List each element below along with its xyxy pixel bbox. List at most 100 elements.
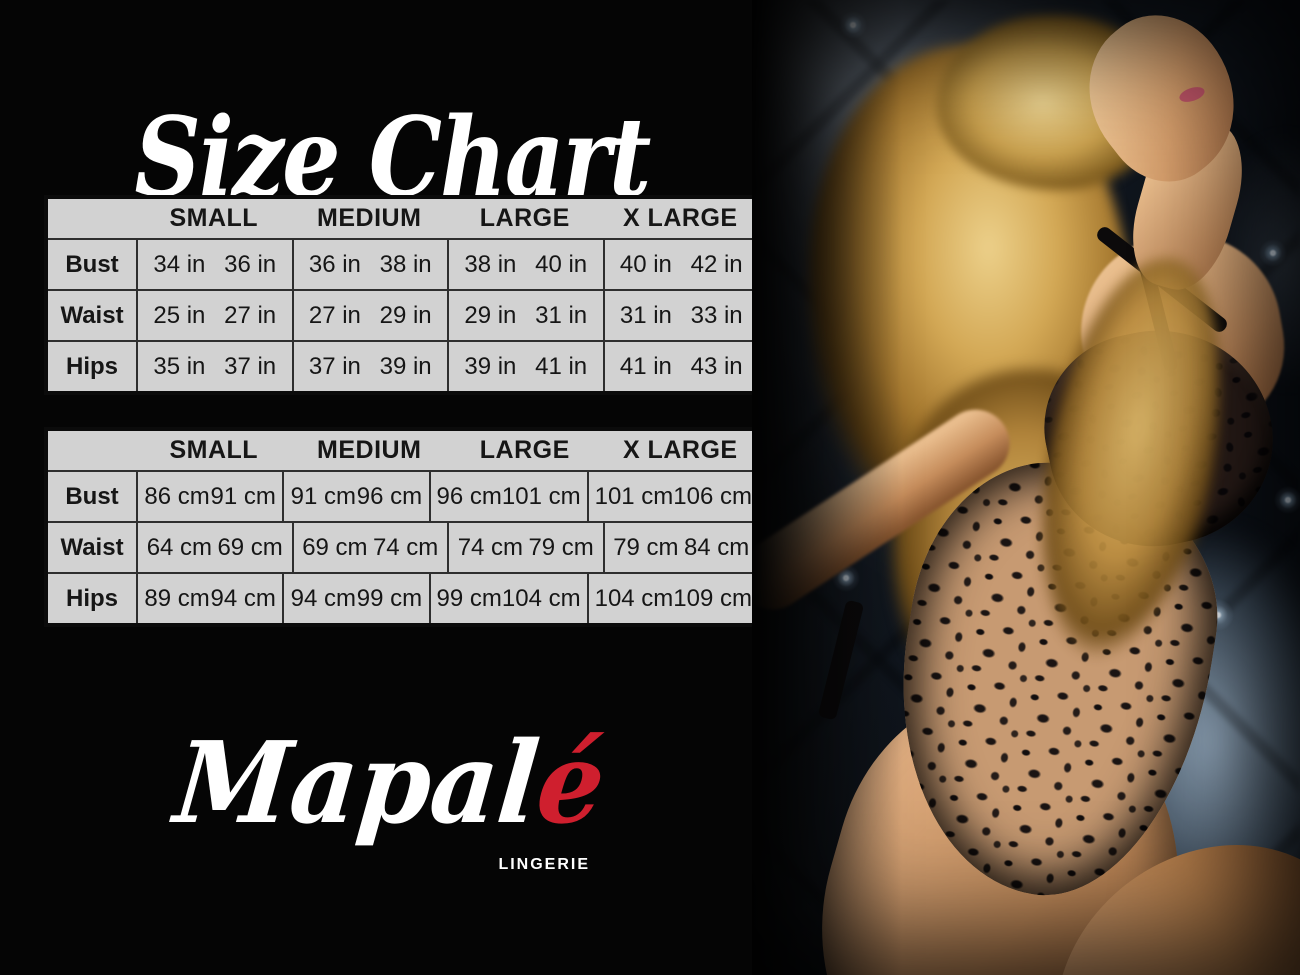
table-row-hips: Hips 35 in 37 in 37 in 39 in 39 in 41 in 41… xyxy=(48,340,758,391)
row-label-waist: Waist xyxy=(60,533,124,561)
cell-waist-medium: 27 in 29 in xyxy=(291,291,448,340)
cell-bust-large: 38 in 40 in xyxy=(447,240,603,289)
cell-waist-small: 64 cm 69 cm xyxy=(136,523,292,572)
measurement-value: 27 in xyxy=(224,301,277,329)
measurement-value: 27 in xyxy=(308,301,361,329)
header-corner-cell xyxy=(48,199,136,238)
brand-wordmark: Mapalé xyxy=(153,713,627,853)
measurement-value: 79 cm xyxy=(613,533,679,561)
measurement-value: 36 in xyxy=(224,250,277,278)
brand-subtitle: LINGERIE xyxy=(498,856,590,873)
cell-hips-small: 35 in 37 in xyxy=(136,342,292,391)
measurement-value: 36 in xyxy=(308,250,361,278)
measurement-value: 34 in xyxy=(153,250,206,278)
cell-hips-large: 39 in 41 in xyxy=(447,342,603,391)
table-row-hips: Hips 89 cm 94 cm 94 cm 99 cm 99 cm 104 cm 1… xyxy=(48,572,758,623)
measurement-value: 109 cm xyxy=(673,584,752,612)
measurement-value: 94 cm xyxy=(290,584,356,612)
measurement-value: 33 in xyxy=(690,301,743,329)
measurement-value: 84 cm xyxy=(683,533,750,561)
measurement-value: 101 cm xyxy=(594,482,674,510)
measurement-value: 43 in xyxy=(690,352,743,380)
measurement-value: 94 cm xyxy=(210,584,276,612)
measurement-value: 41 in xyxy=(535,352,588,380)
row-label-waist: Waist xyxy=(60,301,124,329)
row-label-hips: Hips xyxy=(65,352,118,380)
measurement-value: 99 cm xyxy=(356,584,423,612)
cell-waist-small: 25 in 27 in xyxy=(136,291,292,340)
photo-left-blend xyxy=(752,0,902,975)
photo-vignette xyxy=(752,0,1300,975)
column-header-medium: MEDIUM xyxy=(317,204,422,232)
measurement-value: 79 cm xyxy=(528,533,594,561)
measurement-value: 104 cm xyxy=(594,584,674,612)
size-table-centimeters: SMALL MEDIUM LARGE X LARGE Bust 86 cm 91 … xyxy=(44,427,762,627)
column-header-xlarge: X LARGE xyxy=(622,436,738,464)
column-header-small: SMALL xyxy=(169,204,259,232)
measurement-value: 39 in xyxy=(464,352,517,380)
cell-bust-xlarge: 101 cm 106 cm xyxy=(586,472,758,521)
cell-bust-medium: 36 in 38 in xyxy=(291,240,448,289)
table-header-row: SMALL MEDIUM LARGE X LARGE xyxy=(48,431,758,470)
cell-waist-medium: 69 cm 74 cm xyxy=(291,523,448,572)
cell-hips-xlarge: 104 cm 109 cm xyxy=(586,574,758,623)
measurement-value: 106 cm xyxy=(673,482,752,510)
cell-hips-medium: 37 in 39 in xyxy=(291,342,448,391)
cell-waist-xlarge: 31 in 33 in xyxy=(602,291,759,340)
column-header-large: LARGE xyxy=(479,204,570,232)
measurement-value: 38 in xyxy=(379,250,432,278)
cell-hips-large: 99 cm 104 cm xyxy=(428,574,587,623)
size-table-inches: SMALL MEDIUM LARGE X LARGE Bust 34 in 36 … xyxy=(44,195,762,395)
column-header-large: LARGE xyxy=(479,436,570,464)
row-label-bust: Bust xyxy=(65,482,119,510)
measurement-value: 74 cm xyxy=(372,533,439,561)
column-header-xlarge: X LARGE xyxy=(622,204,738,232)
row-label-hips: Hips xyxy=(65,584,118,612)
cell-hips-small: 89 cm 94 cm xyxy=(136,574,282,623)
cell-hips-medium: 94 cm 99 cm xyxy=(282,574,428,623)
measurement-value: 69 cm xyxy=(302,533,368,561)
measurement-value: 64 cm xyxy=(146,533,213,561)
measurement-value: 89 cm xyxy=(144,584,210,612)
cell-hips-xlarge: 41 in 43 in xyxy=(602,342,759,391)
brand-logo: Mapalé LINGERIE xyxy=(160,716,620,893)
measurement-value: 37 in xyxy=(224,352,277,380)
cell-bust-small: 34 in 36 in xyxy=(136,240,292,289)
table-row-bust: Bust 86 cm 91 cm 91 cm 96 cm 96 cm 101 cm 1… xyxy=(48,470,758,521)
measurement-value: 91 cm xyxy=(210,482,276,510)
measurement-value: 40 in xyxy=(535,250,588,278)
row-label-bust: Bust xyxy=(65,250,119,278)
measurement-value: 37 in xyxy=(308,352,361,380)
measurement-value: 42 in xyxy=(690,250,743,278)
measurement-value: 38 in xyxy=(464,250,517,278)
measurement-value: 96 cm xyxy=(356,482,423,510)
table-row-bust: Bust 34 in 36 in 36 in 38 in 38 in 40 in 40… xyxy=(48,238,758,289)
table-row-waist: Waist 25 in 27 in 27 in 29 in 29 in 31 in 3… xyxy=(48,289,758,340)
brand-name-main: Mapal xyxy=(169,716,545,849)
column-header-medium: MEDIUM xyxy=(317,436,422,464)
cell-waist-large: 29 in 31 in xyxy=(447,291,603,340)
measurement-value: 39 in xyxy=(379,352,432,380)
measurement-value: 31 in xyxy=(619,301,672,329)
measurement-value: 29 in xyxy=(379,301,432,329)
measurement-value: 41 in xyxy=(619,352,672,380)
model-photo xyxy=(752,0,1300,975)
measurement-value: 25 in xyxy=(153,301,206,329)
measurement-value: 29 in xyxy=(464,301,517,329)
cell-waist-large: 74 cm 79 cm xyxy=(447,523,603,572)
measurement-value: 86 cm xyxy=(144,482,210,510)
table-header-row: SMALL MEDIUM LARGE X LARGE xyxy=(48,199,758,238)
measurement-value: 40 in xyxy=(619,250,672,278)
header-corner-cell xyxy=(48,431,136,470)
measurement-value: 74 cm xyxy=(457,533,524,561)
cell-bust-small: 86 cm 91 cm xyxy=(136,472,282,521)
cell-waist-xlarge: 79 cm 84 cm xyxy=(602,523,759,572)
measurement-value: 99 cm xyxy=(436,584,502,612)
column-header-small: SMALL xyxy=(169,436,259,464)
brand-name-accent: é xyxy=(531,716,611,849)
table-row-waist: Waist 64 cm 69 cm 69 cm 74 cm 74 cm 79 cm 7… xyxy=(48,521,758,572)
measurement-value: 96 cm xyxy=(436,482,502,510)
measurement-value: 101 cm xyxy=(501,482,581,510)
cell-bust-medium: 91 cm 96 cm xyxy=(282,472,428,521)
measurement-value: 31 in xyxy=(535,301,588,329)
